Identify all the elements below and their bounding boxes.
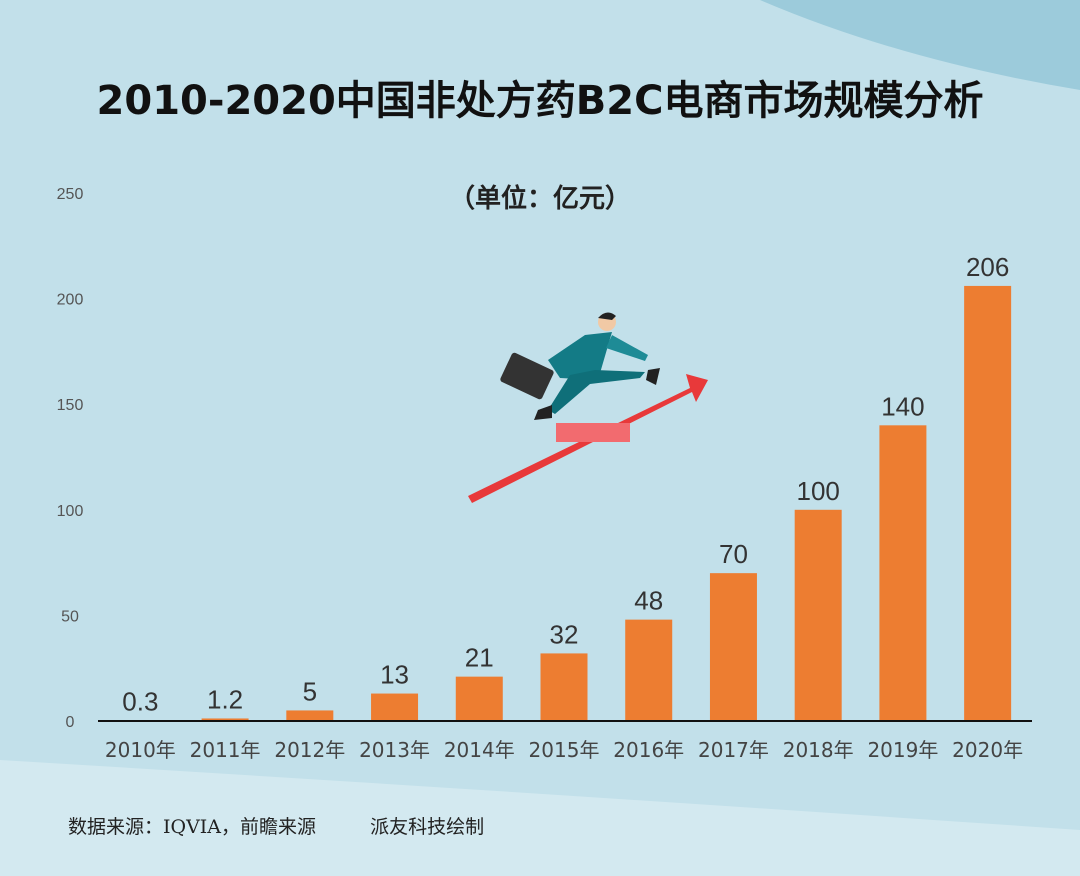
data-label: 140 (881, 391, 924, 421)
x-tick-label: 2015年 (529, 738, 600, 762)
illustration-businessman-arrow (468, 312, 708, 503)
unit-label: （单位：亿元） (448, 184, 631, 214)
page-title: 2010-2020中国非处方药B2C电商市场规模分析 (96, 78, 984, 124)
source-text: 数据来源：IQVIA，前瞻来源 (68, 816, 317, 838)
bar (201, 718, 249, 721)
data-label: 21 (465, 643, 494, 673)
data-label: 32 (550, 619, 579, 649)
credit-text: 派友科技绘制 (370, 816, 485, 838)
data-label: 5 (303, 676, 317, 706)
bar (371, 693, 419, 721)
y-tick-label: 100 (57, 503, 84, 520)
bar (455, 676, 503, 721)
data-label: 100 (796, 476, 839, 506)
bar (709, 573, 757, 721)
x-tick-label: 2017年 (698, 738, 769, 762)
y-tick-label: 0 (66, 714, 75, 731)
data-label: 48 (634, 586, 663, 616)
data-label: 70 (719, 539, 748, 569)
x-tick-label: 2011年 (190, 738, 261, 762)
data-label: 1.2 (207, 684, 243, 714)
data-label: 206 (966, 252, 1009, 282)
x-tick-label: 2013年 (359, 738, 430, 762)
y-tick-label: 200 (57, 292, 84, 309)
y-tick-label: 50 (61, 608, 79, 625)
bar (540, 653, 588, 721)
x-tick-label: 2019年 (867, 738, 938, 762)
x-tick-label: 2014年 (444, 738, 515, 762)
bar (794, 509, 842, 721)
x-tick-label: 2018年 (783, 738, 854, 762)
businessman-body (548, 332, 612, 380)
bar (879, 425, 927, 721)
x-tick-label: 2020年 (952, 738, 1023, 762)
bar (964, 285, 1012, 721)
y-tick-label: 150 (57, 397, 84, 414)
source-note: 数据来源：IQVIA，前瞻来源 派友科技绘制 (68, 812, 532, 839)
bar (286, 710, 334, 721)
briefcase-icon (500, 352, 554, 400)
y-tick-label: 250 (57, 186, 84, 203)
x-tick-label: 2010年 (105, 738, 176, 762)
data-label: 13 (380, 660, 409, 690)
x-tick-label: 2012年 (274, 738, 345, 762)
arrow-fold (556, 423, 630, 442)
x-tick-label: 2016年 (613, 738, 684, 762)
bar (625, 619, 673, 721)
data-label: 0.3 (122, 686, 158, 716)
